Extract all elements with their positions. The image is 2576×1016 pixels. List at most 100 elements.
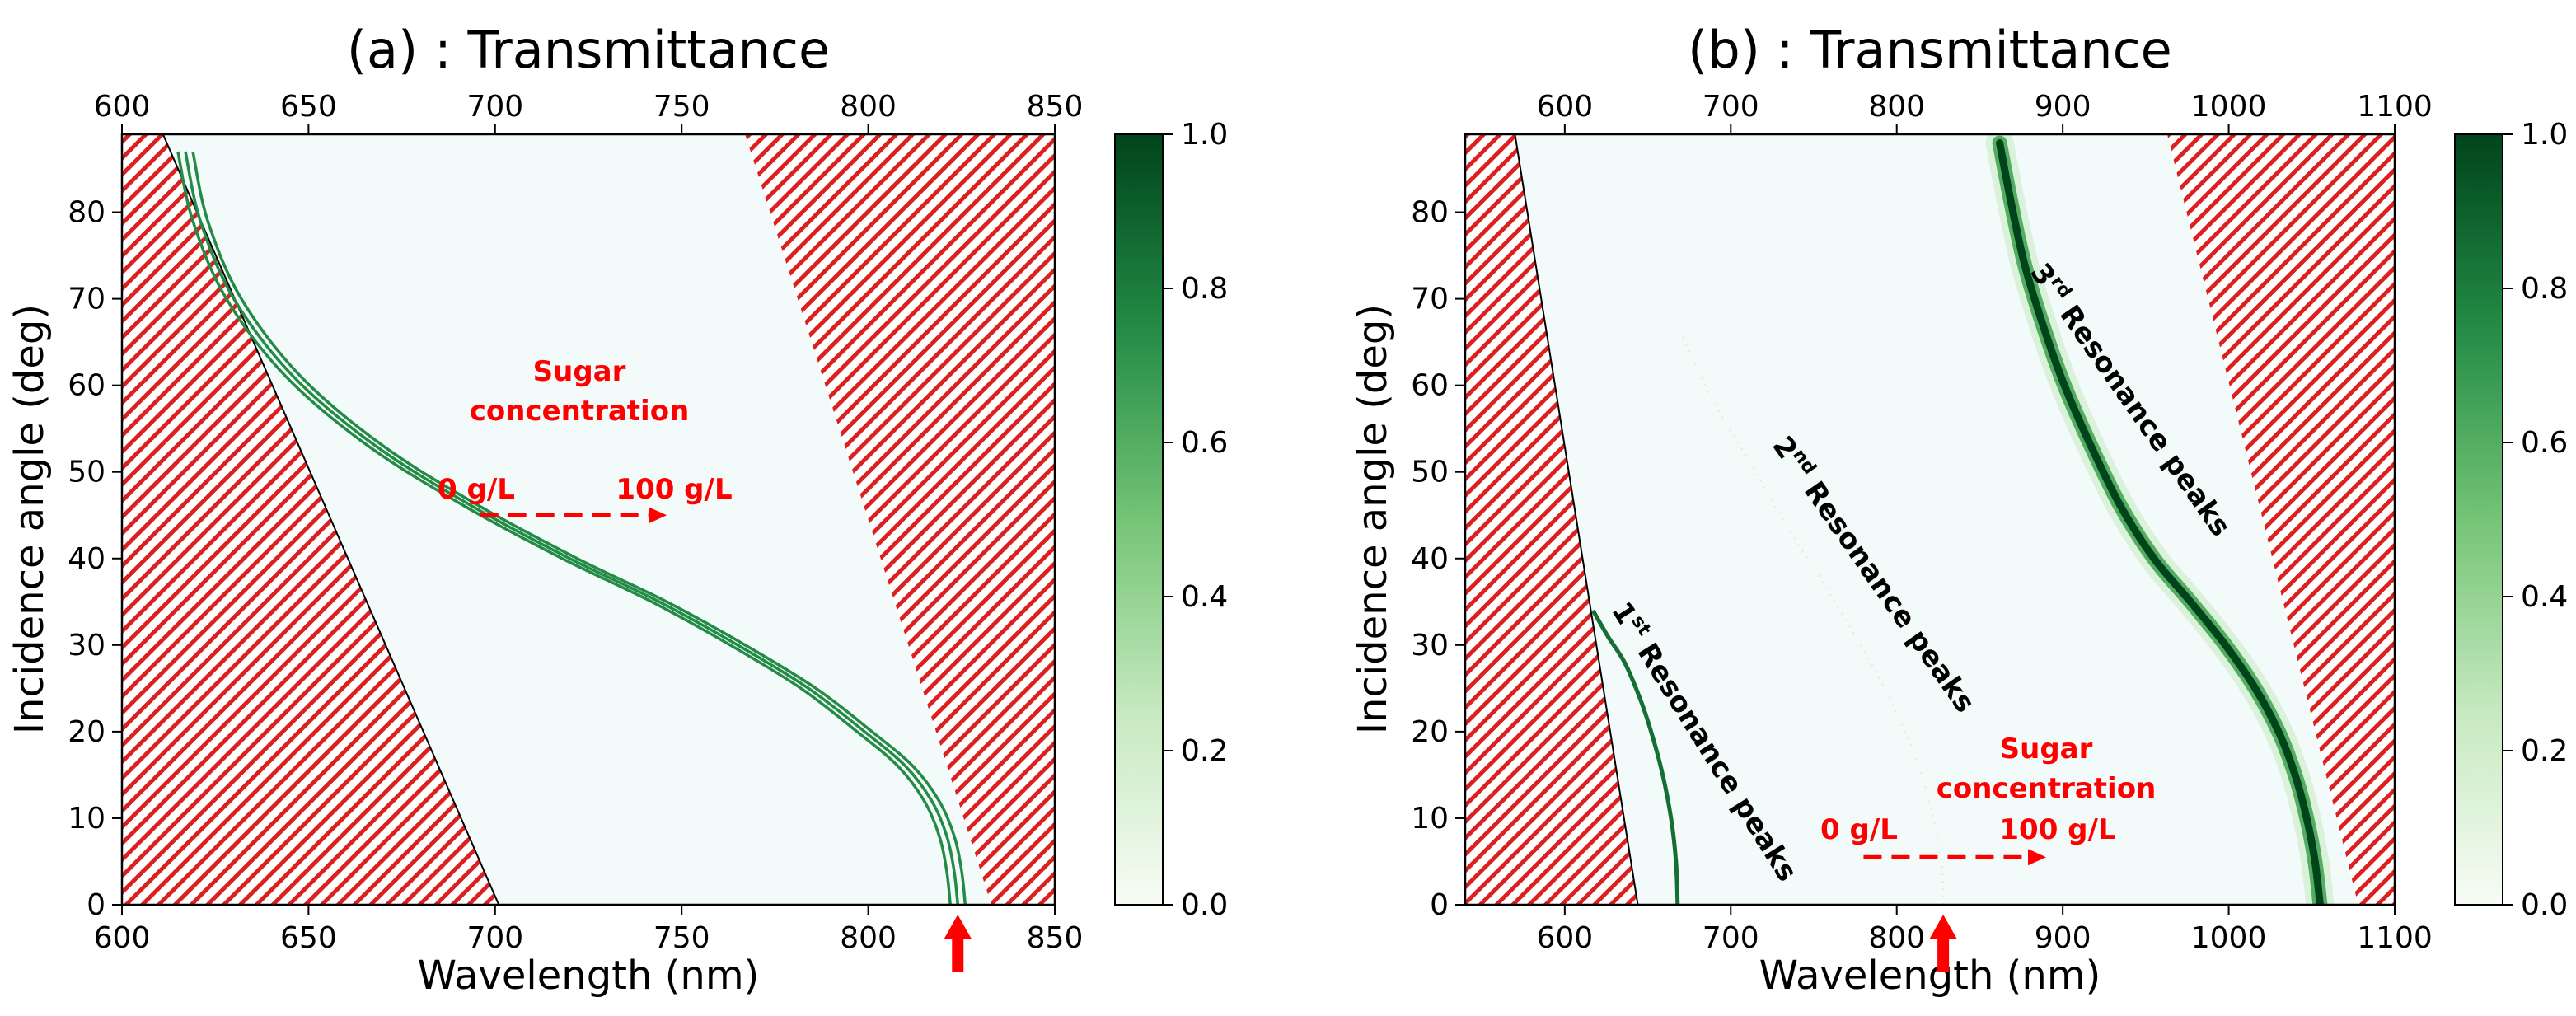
panel-b-forbidden-regions xyxy=(1465,134,2395,905)
y-tick-label: 10 xyxy=(68,802,105,836)
dashed-arrow-head xyxy=(2028,849,2046,866)
y-tick-label: 20 xyxy=(68,715,105,749)
panel-b-resonance-curves xyxy=(1590,134,2335,905)
panel-b-frame xyxy=(1464,133,2396,906)
panel-b-y-ticks: 0 10 20 30 40 50 60 70 80 xyxy=(1411,196,1465,922)
panel-b-x-axis-label: Wavelength (nm) xyxy=(1759,953,2101,999)
dashed-arrow-head xyxy=(649,507,667,524)
y-tick-label: 80 xyxy=(68,196,105,230)
hatched-region-edge-1 xyxy=(1465,134,1639,905)
hatched-region-1 xyxy=(1465,134,1638,905)
y-tick-label: 0 xyxy=(87,888,105,922)
panel-b-colorbar xyxy=(2454,133,2503,906)
hatched-region-2 xyxy=(745,134,1055,905)
panel-a-sugar-label: Sugar xyxy=(533,355,626,388)
x-tick-label-top: 800 xyxy=(840,90,897,124)
y-tick-label: 40 xyxy=(68,542,105,576)
panel-b-start-label: 0 g/L xyxy=(1820,813,1898,846)
colorbar-tick-label: 0.6 xyxy=(2521,426,2568,460)
y-tick-label: 30 xyxy=(68,629,105,663)
panel-b-concentration-arrow xyxy=(1863,849,2046,866)
colorbar-tick-label: 0.2 xyxy=(1181,734,1228,768)
panel-b-y-axis-label: Incidence angle (deg) xyxy=(1350,304,1396,734)
panel-a-concentration-label: concentration xyxy=(470,395,690,428)
resonance-curve-1 xyxy=(176,151,952,905)
x-tick-label-top: 800 xyxy=(1868,90,1925,124)
x-tick-label: 1000 xyxy=(2191,921,2267,955)
x-tick-label-top: 600 xyxy=(94,90,151,124)
colorbar-tick-label: 0.2 xyxy=(2521,734,2568,768)
x-tick-label: 850 xyxy=(1027,921,1084,955)
x-tick-label-top: 700 xyxy=(1703,90,1759,124)
panel-a-colorbar xyxy=(1114,133,1164,906)
panel-b-colorbar-ticks: 0.0 0.2 0.4 0.6 0.8 1.0 xyxy=(2503,118,2568,922)
y-tick-label: 60 xyxy=(1411,369,1449,403)
x-tick-label-top: 650 xyxy=(280,90,337,124)
colorbar-tick-label: 0.4 xyxy=(1181,580,1228,614)
x-tick-label: 600 xyxy=(94,921,151,955)
colorbar-tick-label: 0.4 xyxy=(2521,580,2568,614)
y-tick-label: 60 xyxy=(68,369,105,403)
panel-a-x-axis-label: Wavelength (nm) xyxy=(418,953,760,999)
panel-a-peak-marker-arrow xyxy=(944,915,972,972)
panel-a-resonance-curves xyxy=(176,151,967,905)
panel-a-title: (a) : Transmittance xyxy=(347,20,830,80)
panel-a-forbidden-regions xyxy=(122,134,1055,905)
resonance-curve-2 xyxy=(184,151,960,905)
red-marker-arrow xyxy=(944,915,972,972)
colorbar-tick-label: 0.8 xyxy=(2521,272,2568,306)
x-tick-label: 700 xyxy=(466,921,523,955)
y-tick-label: 20 xyxy=(1411,715,1449,749)
panel-b-end-label: 100 g/L xyxy=(1999,813,2115,846)
x-tick-label: 700 xyxy=(1703,921,1759,955)
x-tick-label: 800 xyxy=(1868,921,1925,955)
panel-b-concentration-label: concentration xyxy=(1937,772,2157,805)
colorbar-tick-label: 0.6 xyxy=(1181,426,1228,460)
panel-b: (b) : Transmittance 60060070070080080090… xyxy=(1350,20,2568,999)
resonance-curve-1 xyxy=(1590,609,1680,905)
panel-b-title: (b) : Transmittance xyxy=(1688,20,2172,80)
x-tick-label: 750 xyxy=(653,921,710,955)
y-tick-label: 50 xyxy=(1411,456,1449,489)
y-tick-label: 80 xyxy=(1411,196,1449,230)
panel-a-y-ticks: 0 10 20 30 40 50 60 70 80 xyxy=(68,196,122,922)
x-tick-label: 1100 xyxy=(2357,921,2433,955)
x-tick-label-top: 900 xyxy=(2035,90,2091,124)
colorbar-tick-label: 0.0 xyxy=(2521,888,2568,922)
y-tick-label: 40 xyxy=(1411,542,1449,576)
x-tick-label-top: 1100 xyxy=(2357,90,2433,124)
hatched-region-edge-1 xyxy=(122,134,500,905)
x-tick-label-top: 1000 xyxy=(2191,90,2267,124)
panel-a-colorbar-ticks: 0.0 0.2 0.4 0.6 0.8 1.0 xyxy=(1163,118,1228,922)
x-tick-label-top: 750 xyxy=(653,90,710,124)
x-tick-label: 650 xyxy=(280,921,337,955)
hatched-region-2 xyxy=(2167,134,2395,905)
panel-a-y-axis-label: Incidence angle (deg) xyxy=(7,304,53,734)
x-tick-label-top: 700 xyxy=(466,90,523,124)
resonance-curve-3 xyxy=(191,151,967,905)
y-tick-label: 30 xyxy=(1411,629,1449,663)
resonance-curve-3 xyxy=(1996,139,2324,905)
colorbar-tick-label: 1.0 xyxy=(2521,118,2568,152)
panel-a-start-label: 0 g/L xyxy=(438,473,515,506)
x-tick-label: 600 xyxy=(1536,921,1593,955)
panel-b-peak-marker-arrow xyxy=(1929,915,1958,972)
colorbar-tick-label: 1.0 xyxy=(1181,118,1228,152)
panel-a: (a) : Transmittance 60060065065070070075… xyxy=(7,20,1228,999)
x-tick-label-top: 850 xyxy=(1027,90,1084,124)
panel-a-x-ticks: 600 600 650 650 700 700 750 750 800 800 850 850 xyxy=(94,90,1084,955)
x-tick-label-top: 600 xyxy=(1536,90,1593,124)
colorbar-tick-label: 0.0 xyxy=(1181,888,1228,922)
panel-a-end-label: 100 g/L xyxy=(616,473,732,506)
panel-b-x-ticks: 600 600 700 700 800 800 900 900 1000 1000 1100 1100 xyxy=(1536,90,2432,955)
x-tick-label: 900 xyxy=(2035,921,2091,955)
resonance-curve-2 xyxy=(1679,333,1945,905)
panel-b-sugar-label: Sugar xyxy=(2000,733,2093,766)
y-tick-label: 0 xyxy=(1430,888,1449,922)
y-tick-label: 70 xyxy=(1411,283,1449,316)
hatched-region-1 xyxy=(122,134,499,905)
y-tick-label: 10 xyxy=(1411,802,1449,836)
colorbar-tick-label: 0.8 xyxy=(1181,272,1228,306)
y-tick-label: 70 xyxy=(68,283,105,316)
